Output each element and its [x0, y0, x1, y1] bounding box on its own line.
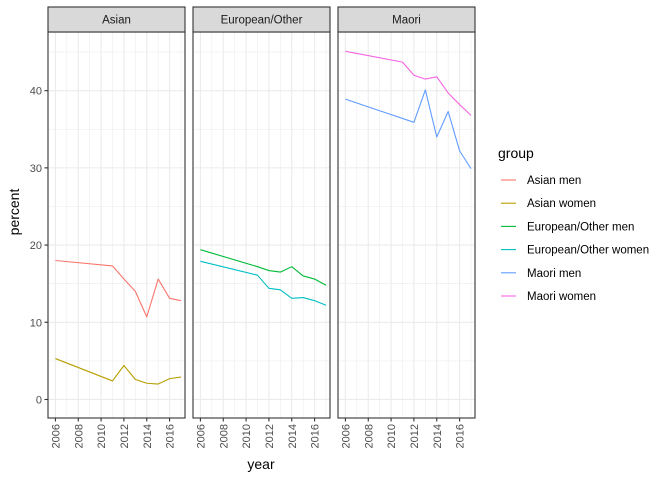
legend-label: Asian men	[527, 175, 581, 187]
legend-item-european-other-men: European/Other men	[501, 221, 634, 233]
x-tick-label: 2006	[195, 424, 207, 448]
y-tick-label: 10	[30, 317, 42, 329]
y-tick-label: 0	[36, 394, 42, 406]
x-tick-label: 2008	[363, 424, 375, 448]
y-axis-title: percent	[6, 189, 22, 236]
legend: group Asian men Asian women European/Other…	[498, 145, 649, 303]
x-tick-label: 2006	[50, 424, 62, 448]
panel-background	[338, 32, 475, 418]
y-tick-label: 20	[30, 240, 42, 252]
series-line-asian-women	[55, 358, 182, 385]
panels	[47, 31, 476, 419]
x-tick-label: 2012	[264, 424, 276, 448]
series-line-european-other-men	[200, 249, 327, 286]
legend-label: Asian women	[527, 198, 596, 210]
x-tick-label: 2010	[241, 424, 253, 448]
series-line-maori-women	[345, 50, 472, 116]
strip-asian: Asian	[47, 6, 186, 33]
strip-european-other: European/Other	[192, 6, 331, 33]
legend-item-asian-women: Asian women	[501, 198, 596, 210]
x-tick-label: 2014	[287, 424, 299, 448]
x-tick-label: 2014	[142, 424, 154, 448]
legend-item-asian-men: Asian men	[501, 175, 581, 187]
strip-label: European/Other	[221, 15, 303, 27]
legend-item-european-other-women: European/Other women	[501, 245, 649, 257]
legend-label: Maori women	[527, 291, 596, 303]
strip-background	[47, 6, 186, 33]
panel-european-other	[192, 31, 331, 419]
panel-background	[48, 32, 185, 418]
x-tick-label: 2008	[218, 424, 230, 448]
x-axis: 2006 2008 2010 2012 2014 2016 2006 2008 2010 2012…	[50, 418, 467, 448]
x-tick-label: 2012	[409, 424, 421, 448]
y-tick-label: 40	[30, 86, 42, 98]
legend-label: Maori men	[527, 268, 581, 280]
facet-strips: Asian European/Other Maori	[47, 6, 476, 33]
x-tick-label: 2014	[432, 424, 444, 448]
y-tick-label: 30	[30, 163, 42, 175]
legend-item-maori-men: Maori men	[501, 268, 581, 280]
strip-background	[337, 6, 476, 33]
y-axis: 0 10 20 30 40	[30, 86, 48, 406]
legend-item-maori-women: Maori women	[501, 291, 596, 303]
strip-background	[192, 6, 331, 33]
x-tick-label: 2016	[455, 424, 467, 448]
x-axis-title: year	[247, 456, 275, 472]
series-line-maori-men	[345, 89, 472, 169]
series-line-european-other-women	[200, 260, 327, 306]
x-tick-label: 2006	[340, 424, 352, 448]
panel-asian	[47, 31, 186, 419]
legend-label: European/Other men	[527, 221, 634, 233]
panel-maori	[337, 31, 476, 419]
x-tick-label: 2010	[386, 424, 398, 448]
strip-label: Asian	[102, 15, 131, 27]
x-tick-label: 2012	[119, 424, 131, 448]
legend-title: group	[498, 145, 534, 161]
strip-maori: Maori	[337, 6, 476, 33]
x-tick-label: 2008	[73, 424, 85, 448]
strip-label: Maori	[392, 15, 421, 27]
panel-background	[193, 32, 330, 418]
legend-label: European/Other women	[527, 245, 649, 257]
x-tick-label: 2010	[96, 424, 108, 448]
x-tick-label: 2016	[310, 424, 322, 448]
series-line-asian-men	[55, 259, 182, 318]
x-tick-label: 2016	[165, 424, 177, 448]
